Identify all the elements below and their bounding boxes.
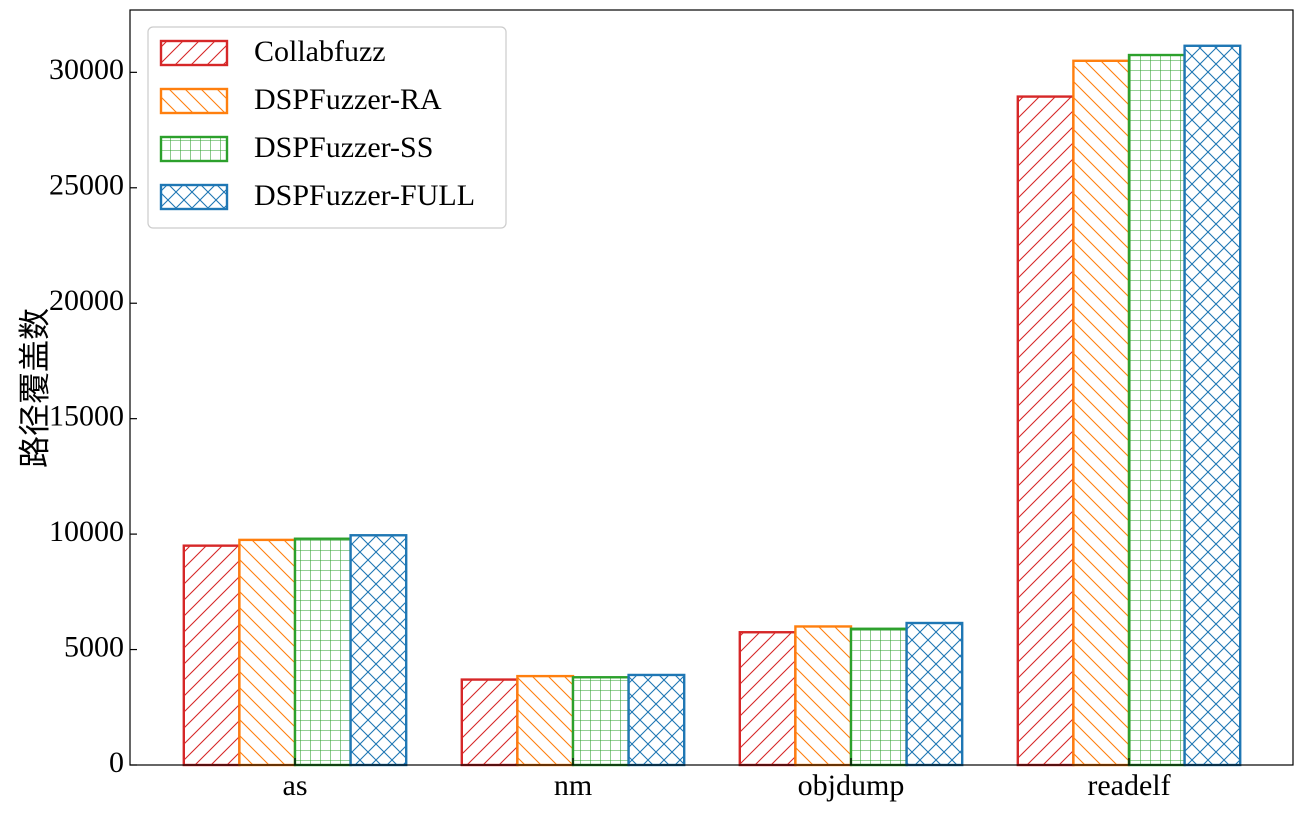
- bar-as-collabfuzz: [182, 544, 241, 767]
- y-tick-label: 20000: [49, 284, 124, 317]
- bar-readelf-collabfuzz: [1016, 95, 1075, 767]
- bar-as-dspfuzzer-ra: [238, 538, 297, 767]
- bar-readelf-dspfuzzer-ra: [1072, 59, 1131, 767]
- x-tick-label-objdump: objdump: [798, 769, 905, 802]
- bar-readelf-dspfuzzer-full: [1183, 44, 1242, 767]
- bar-as-dspfuzzer-ss: [293, 537, 352, 767]
- x-tick-label-nm: nm: [554, 769, 592, 802]
- legend-label-dspfuzzer-ss: DSPFuzzer-SS: [254, 131, 433, 164]
- bar-nm-dspfuzzer-ss: [571, 676, 630, 767]
- plot-frame: [129, 9, 1294, 766]
- y-tick-label: 15000: [49, 400, 124, 433]
- legend-swatch-dspfuzzer-ra: [159, 87, 229, 115]
- bar-objdump-collabfuzz: [738, 631, 797, 767]
- y-tick-label: 10000: [49, 515, 124, 548]
- legend-label-collabfuzz: Collabfuzz: [254, 35, 386, 68]
- bar-nm-dspfuzzer-full: [627, 673, 686, 767]
- y-axis-title: 路径覆盖数: [16, 308, 52, 468]
- y-tick-label: 25000: [49, 169, 124, 202]
- bar-readelf-dspfuzzer-ss: [1127, 53, 1186, 767]
- x-tick-label-as: as: [283, 769, 308, 802]
- legend: Collabfuzz DSPFuzzer-RA DSPFuzzer-SS DSPFuz…: [147, 26, 507, 229]
- bar-objdump-dspfuzzer-ss: [849, 627, 908, 767]
- legend-label-dspfuzzer-full: DSPFuzzer-FULL: [254, 179, 475, 212]
- bar-objdump-dspfuzzer-full: [905, 621, 964, 767]
- legend-label-dspfuzzer-ra: DSPFuzzer-RA: [254, 83, 442, 116]
- legend-box: [147, 26, 507, 229]
- bar-nm-dspfuzzer-ra: [516, 674, 575, 767]
- bar-objdump-dspfuzzer-ra: [794, 625, 853, 767]
- bar-as-dspfuzzer-full: [349, 534, 408, 767]
- y-tick-label: 30000: [49, 53, 124, 86]
- bar-nm-collabfuzz: [460, 678, 519, 767]
- y-tick-label: 5000: [64, 630, 124, 663]
- legend-swatch-dspfuzzer-full: [159, 183, 229, 211]
- y-tick-label: 0: [109, 746, 124, 779]
- ticks-layer: 0 5000 10000 15000 20000 25000 30000 as nm objdum…: [49, 53, 1171, 802]
- bars-layer: [182, 44, 1242, 767]
- legend-swatch-collabfuzz: [159, 39, 229, 67]
- legend-swatch-dspfuzzer-ss: [159, 135, 229, 163]
- x-tick-label-readelf: readelf: [1087, 769, 1170, 802]
